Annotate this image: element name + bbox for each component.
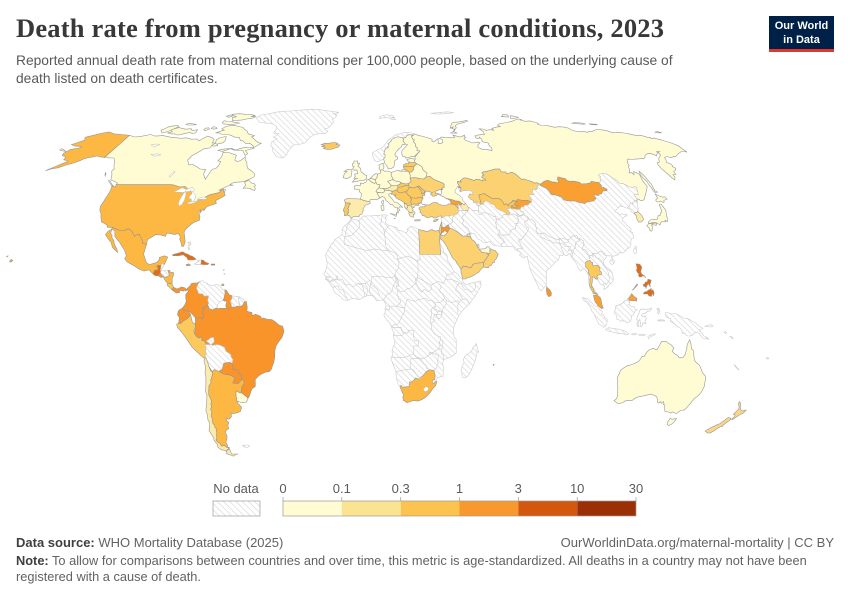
svg-text:3: 3 — [515, 481, 522, 496]
svg-text:0: 0 — [279, 481, 286, 496]
svg-text:1: 1 — [456, 481, 463, 496]
svg-text:0.3: 0.3 — [392, 481, 410, 496]
svg-text:10: 10 — [570, 481, 584, 496]
svg-text:No data: No data — [213, 481, 259, 496]
svg-text:30: 30 — [629, 481, 643, 496]
svg-text:0.1: 0.1 — [333, 481, 351, 496]
